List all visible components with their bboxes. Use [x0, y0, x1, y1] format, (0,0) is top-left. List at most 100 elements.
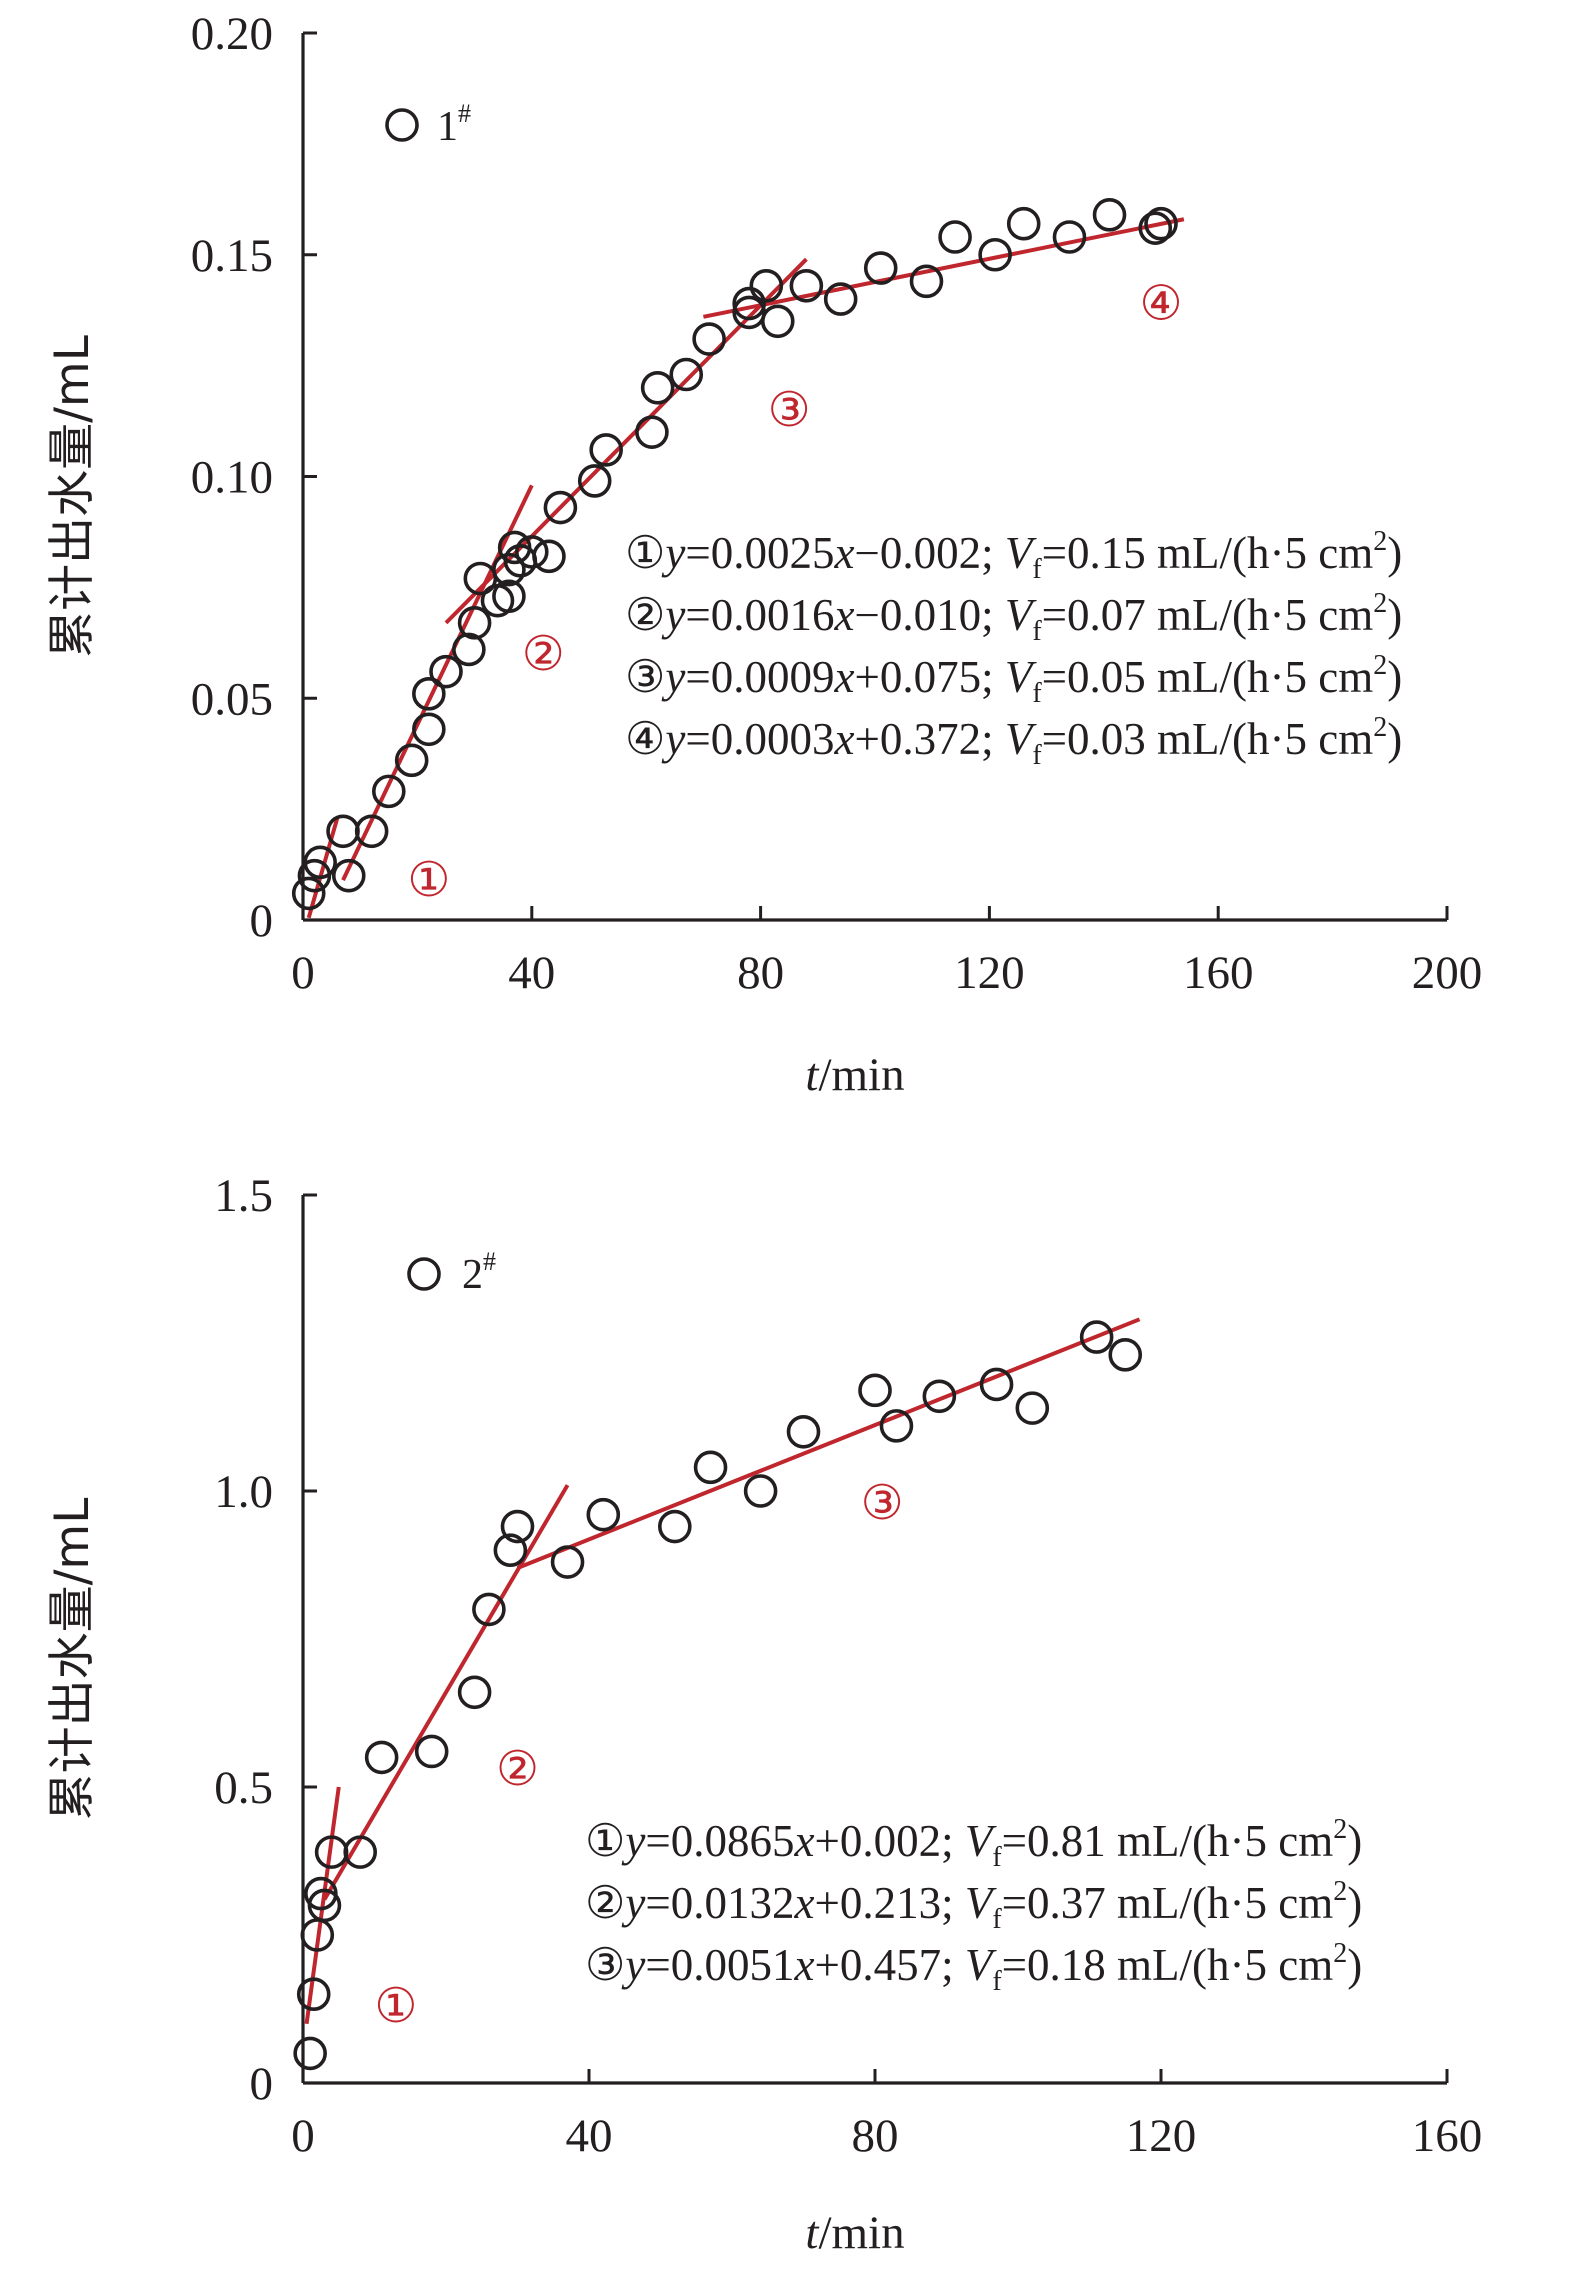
data-point	[786, 1415, 821, 1449]
legend-marker	[407, 1257, 441, 1291]
data-point	[640, 370, 675, 405]
data-point	[412, 677, 446, 711]
data-point	[823, 282, 858, 316]
data-point	[514, 535, 549, 569]
fit-equation: ③y=0.0009x+0.075; Vf=0.05 mL/(h·5 cm2)	[625, 650, 1402, 709]
segment-label: ②	[522, 628, 565, 681]
segment-label: ③	[861, 1477, 904, 1530]
segment-label: ②	[496, 1743, 539, 1796]
data-point	[493, 1533, 528, 1567]
data-point	[692, 322, 726, 356]
data-point	[343, 1835, 378, 1869]
chart-1: 0 0.05 0.10 0.15 0.20 0 40 80 120 160 200 t/min 累计出水…	[45, 8, 1482, 1101]
y-tick-label: 0.05	[191, 673, 273, 725]
data-point	[371, 774, 406, 809]
data-point	[550, 1545, 585, 1579]
x-tick-label: 80	[737, 947, 784, 999]
x-axis-label: t/min	[805, 2207, 904, 2259]
data-point	[657, 1509, 692, 1544]
data-point	[414, 1734, 449, 1769]
data-point	[492, 552, 526, 587]
data-point	[922, 1379, 957, 1414]
data-point	[303, 845, 337, 880]
data-point	[589, 433, 623, 467]
y-axis-label: 累计出水量/mL	[45, 335, 100, 658]
fit-equation: ④y=0.0003x+0.372; Vf=0.03 mL/(h·5 cm2)	[625, 712, 1402, 771]
data-point	[693, 1450, 728, 1485]
y-axis-label: 累计出水量/mL	[45, 1498, 100, 1821]
data-point	[749, 268, 784, 303]
fit-equation: ②y=0.0132x+0.213; Vf=0.37 mL/(h·5 cm2)	[585, 1876, 1362, 1935]
data-point	[909, 264, 944, 299]
data-point	[412, 712, 446, 747]
data-point	[364, 1740, 399, 1775]
x-tick-label: 40	[566, 2110, 613, 2162]
fit-line	[516, 1317, 1141, 1570]
fit-line	[304, 1786, 341, 2025]
legend-marker	[385, 108, 419, 142]
y-tick-label: 1.5	[214, 1170, 273, 1222]
data-point	[307, 1888, 342, 1923]
y-tick-label: 0.15	[191, 230, 273, 282]
x-tick-label: 160	[1412, 2110, 1483, 2162]
data-point	[532, 539, 566, 574]
data-point	[500, 1509, 535, 1544]
data-point	[743, 1474, 778, 1508]
data-point	[293, 2036, 327, 2071]
y-tick-label: 0	[250, 895, 274, 947]
data-point	[577, 464, 612, 498]
chart-2: 0 0.5 1.0 1.5 0 40 80 120 160 t/min 累计出水量/mL ① ② ③ 2# ①…	[45, 1170, 1482, 2259]
segment-label: ①	[374, 1980, 417, 2033]
y-tick-label: 1.0	[214, 1466, 273, 1518]
fit-equation: ②y=0.0016x−0.010; Vf=0.07 mL/(h·5 cm2)	[625, 588, 1402, 647]
data-point	[457, 606, 492, 640]
data-point	[858, 1373, 892, 1408]
x-axis-label: t/min	[805, 1049, 904, 1101]
x-tick-label: 200	[1412, 947, 1483, 999]
data-point	[492, 579, 526, 614]
data-point	[760, 304, 795, 339]
data-point	[938, 220, 972, 254]
data-point	[979, 1367, 1014, 1402]
data-point	[472, 1592, 506, 1627]
data-point	[789, 268, 824, 303]
segment-label: ④	[1139, 278, 1182, 331]
fit-line	[322, 1484, 570, 1901]
y-tick-label: 0	[250, 2058, 274, 2110]
x-tick-label: 0	[291, 2110, 315, 2162]
data-point	[1092, 198, 1127, 232]
data-point	[879, 1409, 914, 1443]
data-point	[354, 814, 389, 849]
fit-equation: ①y=0.0865x+0.002; Vf=0.81 mL/(h·5 cm2)	[585, 1814, 1362, 1873]
data-point	[331, 858, 366, 893]
data-point	[429, 654, 463, 689]
fit-line	[703, 217, 1185, 319]
fit-equation: ③y=0.0051x+0.457; Vf=0.18 mL/(h·5 cm2)	[585, 1938, 1362, 1997]
x-tick-label: 160	[1183, 947, 1254, 999]
data-point	[635, 415, 669, 449]
data-point	[732, 286, 766, 321]
segment-label: ③	[768, 384, 811, 437]
data-point	[291, 876, 326, 911]
data-point	[1006, 206, 1041, 241]
fit-equation: ①y=0.0025x−0.002; Vf=0.15 mL/(h·5 cm2)	[625, 526, 1402, 585]
data-point	[394, 743, 429, 778]
legend-label: 1#	[437, 99, 471, 150]
legend-label: 2#	[462, 1247, 496, 1298]
x-tick-label: 40	[508, 947, 555, 999]
y-tick-label: 0.5	[214, 1762, 273, 1814]
x-tick-label: 120	[1126, 2110, 1197, 2162]
fit-line	[306, 817, 340, 919]
segment-label: ①	[407, 854, 450, 907]
data-point	[1052, 220, 1087, 254]
data-point	[1144, 206, 1178, 241]
data-point	[457, 1675, 492, 1710]
x-tick-label: 80	[852, 2110, 899, 2162]
data-point	[586, 1497, 621, 1532]
y-tick-label: 0.10	[191, 452, 273, 504]
data-point	[296, 1977, 331, 2011]
data-point	[978, 237, 1012, 272]
data-point	[863, 251, 898, 285]
